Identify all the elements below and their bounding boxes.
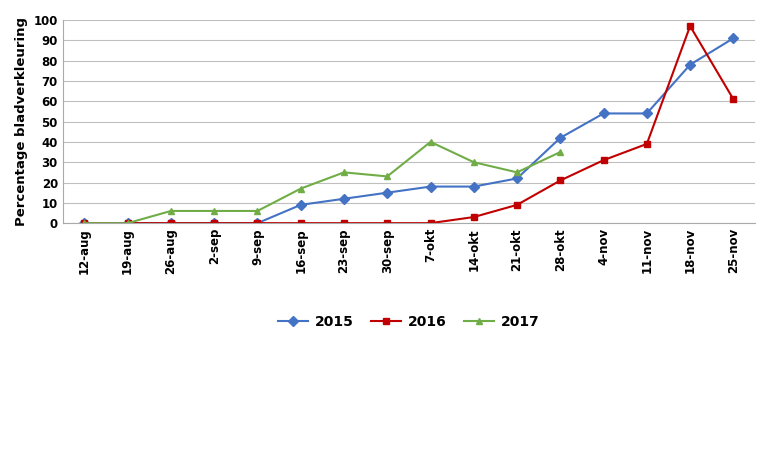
2015 <box>166 220 176 226</box>
2016 <box>599 157 608 163</box>
Y-axis label: Percentage bladverkleuring: Percentage bladverkleuring <box>15 17 28 226</box>
2016 <box>642 141 651 147</box>
2015 <box>340 196 349 201</box>
2017 <box>556 149 565 155</box>
2015 <box>728 36 738 41</box>
2017 <box>512 170 521 175</box>
2015 <box>209 220 219 226</box>
2016 <box>123 220 132 226</box>
2016 <box>512 202 521 208</box>
2016 <box>166 220 176 226</box>
2015 <box>123 220 132 226</box>
2016 <box>296 220 306 226</box>
2015 <box>253 220 262 226</box>
2016 <box>209 220 219 226</box>
2017 <box>166 208 176 214</box>
2017 <box>383 173 392 179</box>
2015 <box>556 135 565 141</box>
Legend: 2015, 2016, 2017: 2015, 2016, 2017 <box>278 315 540 329</box>
2017 <box>426 139 435 145</box>
2017 <box>209 208 219 214</box>
2017 <box>340 170 349 175</box>
Line: 2016: 2016 <box>81 23 737 227</box>
2015 <box>383 190 392 195</box>
2016 <box>556 178 565 183</box>
2015 <box>512 175 521 181</box>
2016 <box>728 96 738 102</box>
2015 <box>426 184 435 190</box>
2016 <box>340 220 349 226</box>
Line: 2015: 2015 <box>81 35 737 227</box>
2015 <box>642 110 651 116</box>
2017 <box>253 208 262 214</box>
2017 <box>123 220 132 226</box>
2016 <box>685 23 695 29</box>
2017 <box>296 186 306 191</box>
2016 <box>426 220 435 226</box>
Line: 2017: 2017 <box>81 138 564 227</box>
2015 <box>599 110 608 116</box>
2015 <box>80 220 89 226</box>
2015 <box>296 202 306 208</box>
2015 <box>685 62 695 67</box>
2017 <box>80 220 89 226</box>
2016 <box>253 220 262 226</box>
2016 <box>469 214 478 220</box>
2015 <box>469 184 478 190</box>
2017 <box>469 159 478 165</box>
2016 <box>383 220 392 226</box>
2016 <box>80 220 89 226</box>
